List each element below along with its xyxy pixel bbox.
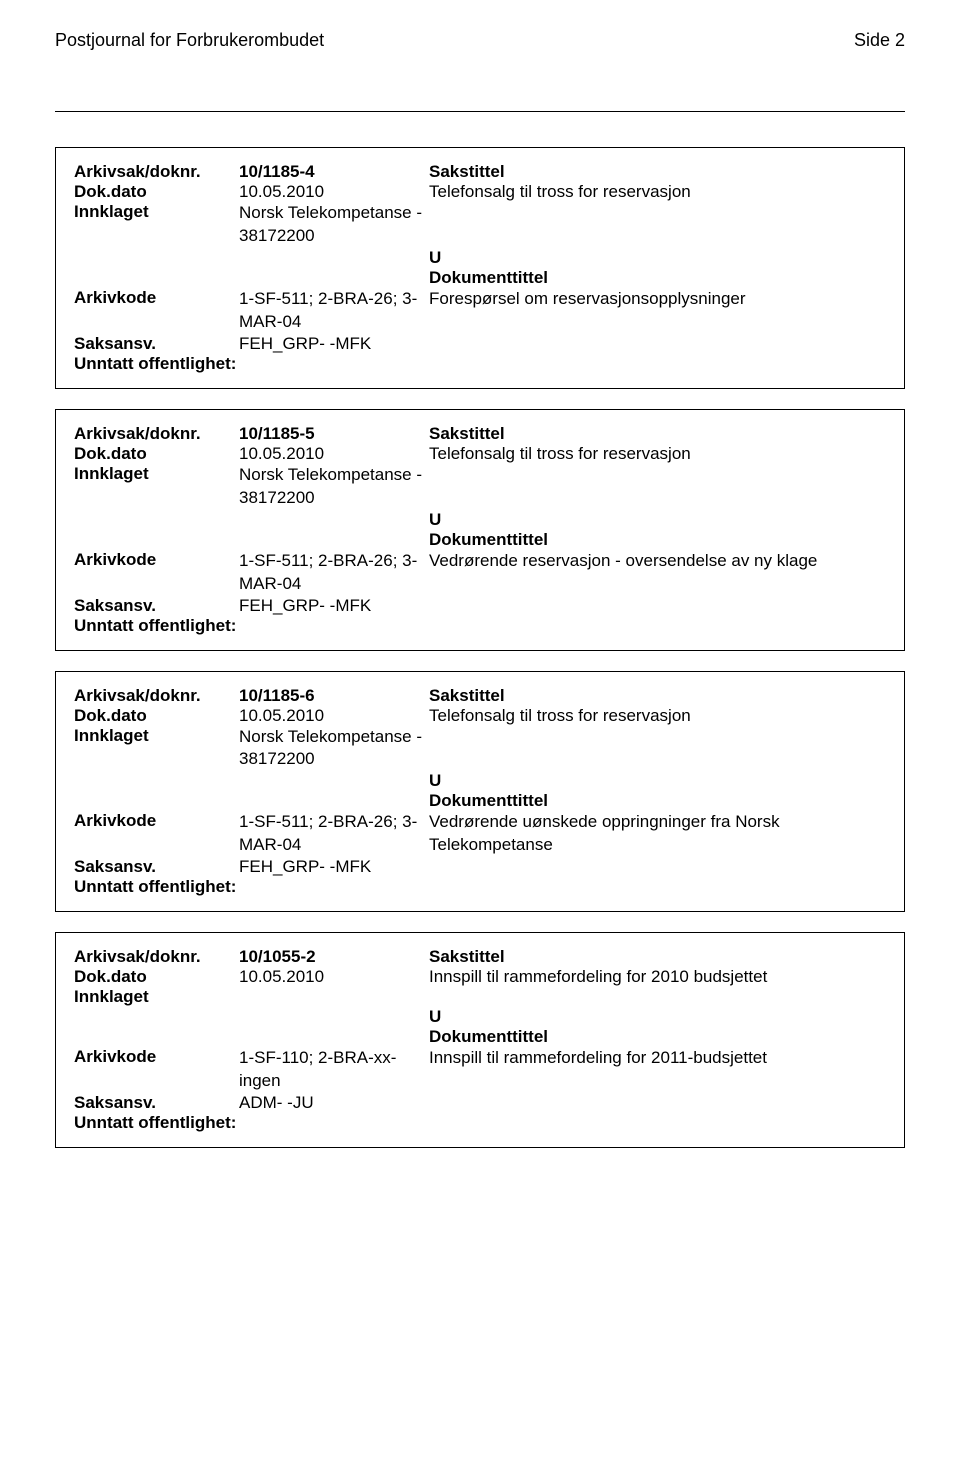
value-type: U: [429, 771, 886, 791]
value-arkivkode: 1-SF-511; 2-BRA-26; 3-MAR-04: [239, 550, 429, 596]
value-sakstittel: Telefonsalg til tross for reservasjon: [429, 182, 886, 202]
value-arkivsak: 10/1055-2: [239, 947, 429, 967]
value-sakstittel: Telefonsalg til tross for reservasjon: [429, 706, 886, 726]
value-innklaget: Norsk Telekompetanse - 38172200: [239, 726, 429, 772]
label-dokumenttittel: Dokumenttittel: [429, 530, 886, 550]
label-dokumenttittel: Dokumenttittel: [429, 268, 886, 288]
value-type: U: [429, 248, 886, 268]
label-arkivkode: Arkivkode: [74, 550, 239, 570]
label-arkivkode: Arkivkode: [74, 811, 239, 831]
label-dokdato: Dok.dato: [74, 967, 239, 987]
label-arkivkode: Arkivkode: [74, 1047, 239, 1067]
value-arkivsak: 10/1185-5: [239, 424, 429, 444]
label-dokumenttittel: Dokumenttittel: [429, 791, 886, 811]
value-type: U: [429, 1007, 886, 1027]
label-innklaget: Innklaget: [74, 987, 239, 1007]
value-arkivkode: 1-SF-511; 2-BRA-26; 3-MAR-04: [239, 288, 429, 334]
label-sakstittel: Sakstittel: [429, 686, 886, 706]
value-sakstittel: Telefonsalg til tross for reservasjon: [429, 444, 886, 464]
value-arkivkode: 1-SF-110; 2-BRA-xx- ingen: [239, 1047, 429, 1093]
value-saksansv: FEH_GRP- -MFK: [239, 334, 429, 354]
value-dokdato: 10.05.2010: [239, 182, 429, 202]
label-arkivsak: Arkivsak/doknr.: [74, 686, 239, 706]
label-unntatt: Unntatt offentlighet:: [74, 616, 236, 636]
label-saksansv: Saksansv.: [74, 334, 239, 354]
value-arkivkode: 1-SF-511; 2-BRA-26; 3-MAR-04: [239, 811, 429, 857]
page-number: Side 2: [854, 30, 905, 51]
journal-record: Arkivsak/doknr. 10/1185-4 Sakstittel Dok…: [55, 147, 905, 389]
journal-title: Postjournal for Forbrukerombudet: [55, 30, 324, 51]
header-divider: [55, 111, 905, 112]
journal-record: Arkivsak/doknr. 10/1185-6 Sakstittel Dok…: [55, 671, 905, 913]
label-innklaget: Innklaget: [74, 464, 239, 484]
journal-record: Arkivsak/doknr. 10/1185-5 Sakstittel Dok…: [55, 409, 905, 651]
label-unntatt: Unntatt offentlighet:: [74, 1113, 236, 1133]
label-dokdato: Dok.dato: [74, 182, 239, 202]
value-arkivsak: 10/1185-4: [239, 162, 429, 182]
value-innklaget: Norsk Telekompetanse - 38172200: [239, 202, 429, 248]
value-saksansv: FEH_GRP- -MFK: [239, 857, 429, 877]
label-saksansv: Saksansv.: [74, 1093, 239, 1113]
value-arkivsak: 10/1185-6: [239, 686, 429, 706]
value-dokumenttittel: Vedrørende uønskede oppringninger fra No…: [429, 811, 886, 857]
value-dokumenttittel: Forespørsel om reservasjonsopplysninger: [429, 288, 886, 311]
page-header: Postjournal for Forbrukerombudet Side 2: [55, 30, 905, 51]
value-dokdato: 10.05.2010: [239, 706, 429, 726]
value-saksansv: FEH_GRP- -MFK: [239, 596, 429, 616]
value-innklaget: Norsk Telekompetanse - 38172200: [239, 464, 429, 510]
value-dokdato: 10.05.2010: [239, 444, 429, 464]
label-sakstittel: Sakstittel: [429, 162, 886, 182]
journal-record: Arkivsak/doknr. 10/1055-2 Sakstittel Dok…: [55, 932, 905, 1148]
label-saksansv: Saksansv.: [74, 596, 239, 616]
label-arkivkode: Arkivkode: [74, 288, 239, 308]
label-dokdato: Dok.dato: [74, 706, 239, 726]
label-innklaget: Innklaget: [74, 202, 239, 222]
label-dokumenttittel: Dokumenttittel: [429, 1027, 886, 1047]
label-sakstittel: Sakstittel: [429, 947, 886, 967]
label-innklaget: Innklaget: [74, 726, 239, 746]
label-arkivsak: Arkivsak/doknr.: [74, 424, 239, 444]
label-unntatt: Unntatt offentlighet:: [74, 354, 236, 374]
label-arkivsak: Arkivsak/doknr.: [74, 162, 239, 182]
journal-page: Postjournal for Forbrukerombudet Side 2 …: [0, 0, 960, 1208]
label-saksansv: Saksansv.: [74, 857, 239, 877]
label-dokdato: Dok.dato: [74, 444, 239, 464]
value-dokumenttittel: Vedrørende reservasjon - oversendelse av…: [429, 550, 886, 573]
label-arkivsak: Arkivsak/doknr.: [74, 947, 239, 967]
value-type: U: [429, 510, 886, 530]
value-dokumenttittel: Innspill til rammefordeling for 2011-bud…: [429, 1047, 886, 1070]
value-dokdato: 10.05.2010: [239, 967, 429, 987]
value-saksansv: ADM- -JU: [239, 1093, 429, 1113]
label-unntatt: Unntatt offentlighet:: [74, 877, 236, 897]
label-sakstittel: Sakstittel: [429, 424, 886, 444]
value-sakstittel: Innspill til rammefordeling for 2010 bud…: [429, 967, 886, 987]
